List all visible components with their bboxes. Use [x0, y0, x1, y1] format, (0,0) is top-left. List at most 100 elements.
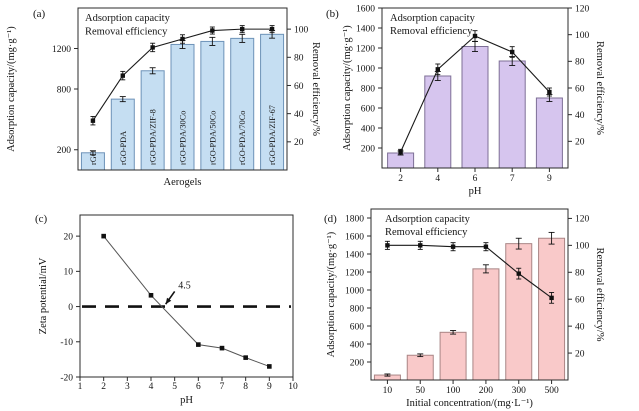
axis-titles: pH Zeta potential/mV: [38, 257, 193, 406]
left-axis: 200 800 1200: [52, 45, 78, 156]
chart-a-adsorption-by-aerogel: 200 800 1200 20 40 60 80 100 rGO rGO-PDA rGO-PDA/Z…: [6, 7, 320, 188]
svg-text:Adsorption capacity: Adsorption capacity: [390, 13, 476, 24]
svg-text:Adsorption capacity/(mg·g⁻¹): Adsorption capacity/(mg·g⁻¹): [342, 25, 353, 151]
svg-text:1600: 1600: [345, 232, 364, 242]
bar-4: [424, 75, 452, 169]
bar-category-labels: rGO rGO-PDA rGO-PDA/ZIF-8 rGO-PDA/30Co rGO-P…: [89, 105, 277, 165]
svg-text:Removal efficiency/%: Removal efficiency/%: [594, 41, 605, 135]
svg-text:rGO-PDA/70Co: rGO-PDA/70Co: [238, 111, 247, 165]
legend: Adsorption capacity Removal efficiency: [85, 13, 171, 38]
axis-titles: pH Adsorption capacity/(mg·g⁻¹) Removal ef…: [342, 25, 605, 197]
svg-text:40: 40: [575, 322, 585, 332]
svg-text:80: 80: [294, 54, 304, 64]
panel-label: (a): [33, 8, 46, 20]
svg-text:80: 80: [575, 269, 585, 279]
svg-text:(d): (d): [324, 213, 337, 225]
svg-text:60: 60: [294, 82, 304, 92]
svg-text:1200: 1200: [345, 268, 364, 278]
svg-text:Aerogels: Aerogels: [164, 177, 202, 188]
svg-text:Removal efficiency: Removal efficiency: [385, 227, 468, 238]
svg-text:800: 800: [361, 84, 376, 94]
svg-text:Removal efficiency/%: Removal efficiency/%: [310, 42, 320, 136]
svg-text:rGO-PDA/50Co: rGO-PDA/50Co: [208, 111, 217, 165]
svg-text:rGO-PDA/ZIF-67: rGO-PDA/ZIF-67: [268, 105, 277, 165]
svg-text:80: 80: [575, 58, 585, 68]
svg-text:pH: pH: [180, 395, 193, 406]
panel-label: (d): [324, 213, 337, 225]
svg-text:200: 200: [361, 144, 376, 154]
svg-text:100: 100: [446, 386, 461, 396]
svg-text:7: 7: [510, 174, 515, 184]
chart-b-adsorption-by-ph: 200 400 600 800 1000 1200 1400 1600 20 40 60 80 100 1…: [326, 4, 605, 197]
svg-text:10: 10: [288, 382, 298, 392]
svg-text:100: 100: [294, 25, 309, 35]
bar-100: [439, 331, 467, 381]
bars: [387, 46, 563, 169]
svg-text:Removal efficiency: Removal efficiency: [85, 27, 168, 38]
right-axis: 20 40 60 80 100: [287, 25, 309, 148]
x-axis: 10 50 100 200 300 500: [383, 380, 559, 396]
left-axis: 200 400 600 800 1000 1200 1400 1600: [356, 4, 382, 154]
svg-text:120: 120: [575, 215, 590, 225]
panel-a: 200 800 1200 20 40 60 80 100 rGO rGO-PDA rGO-PDA/Z…: [0, 0, 320, 205]
svg-text:20: 20: [64, 232, 74, 242]
svg-text:rGO-PDA/ZIF-8: rGO-PDA/ZIF-8: [149, 109, 158, 165]
svg-text:(b): (b): [326, 8, 339, 20]
svg-text:400: 400: [361, 124, 376, 134]
bar-300: [505, 243, 533, 381]
svg-text:Adsorption capacity: Adsorption capacity: [385, 214, 471, 225]
line-series: [398, 30, 552, 156]
svg-text:(a): (a): [33, 8, 46, 20]
svg-text:1000: 1000: [345, 286, 364, 296]
svg-text:Initial concentration/(mg·L⁻¹): Initial concentration/(mg·L⁻¹): [406, 398, 533, 409]
svg-text:4: 4: [435, 174, 440, 184]
panel-label: (b): [326, 8, 339, 20]
line-series: [384, 240, 555, 304]
svg-text:2: 2: [398, 174, 403, 184]
svg-text:10: 10: [383, 386, 393, 396]
svg-text:300: 300: [512, 386, 527, 396]
svg-text:Adsorption capacity: Adsorption capacity: [85, 13, 171, 24]
svg-text:rGO-PDA: rGO-PDA: [119, 131, 128, 165]
svg-text:6: 6: [473, 174, 478, 184]
svg-text:10: 10: [64, 268, 74, 278]
svg-text:4.5: 4.5: [178, 280, 191, 291]
legend: Adsorption capacity Removal efficiency: [390, 13, 476, 37]
bar-7: [498, 60, 526, 169]
svg-text:400: 400: [350, 340, 365, 350]
chart-c-zeta-potential: -20 -10 0 10 20 1 2 3 4 5 6 7 8 9 10 4.5 pH Zeta potentia…: [35, 213, 298, 406]
annotation: 4.5: [165, 280, 191, 305]
svg-text:800: 800: [57, 85, 72, 95]
svg-text:100: 100: [575, 242, 590, 252]
svg-text:20: 20: [294, 138, 304, 148]
left-axis: 200 400 600 800 1000 1200 1400 1600 1800: [345, 214, 371, 368]
svg-text:1400: 1400: [345, 250, 364, 260]
panel-d: 200 400 600 800 1000 1200 1400 1600 1800 20 40 60 80…: [320, 205, 639, 411]
bar-200: [472, 268, 500, 381]
svg-text:2: 2: [101, 382, 106, 392]
svg-text:-20: -20: [60, 373, 73, 383]
svg-text:1800: 1800: [345, 214, 364, 224]
bar-6: [461, 46, 489, 169]
svg-text:60: 60: [575, 296, 585, 306]
svg-text:120: 120: [575, 4, 590, 14]
svg-text:40: 40: [294, 110, 304, 120]
svg-text:Removal efficiency/%: Removal efficiency/%: [594, 248, 605, 342]
svg-text:1600: 1600: [356, 4, 375, 14]
svg-text:50: 50: [416, 386, 426, 396]
panel-c: -20 -10 0 10 20 1 2 3 4 5 6 7 8 9 10 4.5 pH Zeta potentia…: [0, 205, 320, 411]
svg-text:7: 7: [220, 382, 225, 392]
right-axis: 20 40 60 80 100 120: [568, 215, 590, 359]
svg-text:rGO: rGO: [89, 150, 98, 165]
svg-text:500: 500: [544, 386, 559, 396]
svg-text:Zeta potential/mV: Zeta potential/mV: [38, 257, 49, 334]
svg-text:6: 6: [196, 382, 201, 392]
x-axis: 1 2 3 4 5 6 7 8 9 10: [78, 377, 298, 392]
svg-text:9: 9: [547, 174, 552, 184]
axis-titles: Initial concentration/(mg·L⁻¹) Adsorption…: [326, 231, 605, 409]
bar-50: [406, 354, 434, 381]
right-axis: 20 40 60 80 100 120: [568, 4, 590, 148]
svg-text:20: 20: [575, 349, 585, 359]
svg-text:-10: -10: [60, 338, 73, 348]
svg-text:1200: 1200: [356, 44, 375, 54]
